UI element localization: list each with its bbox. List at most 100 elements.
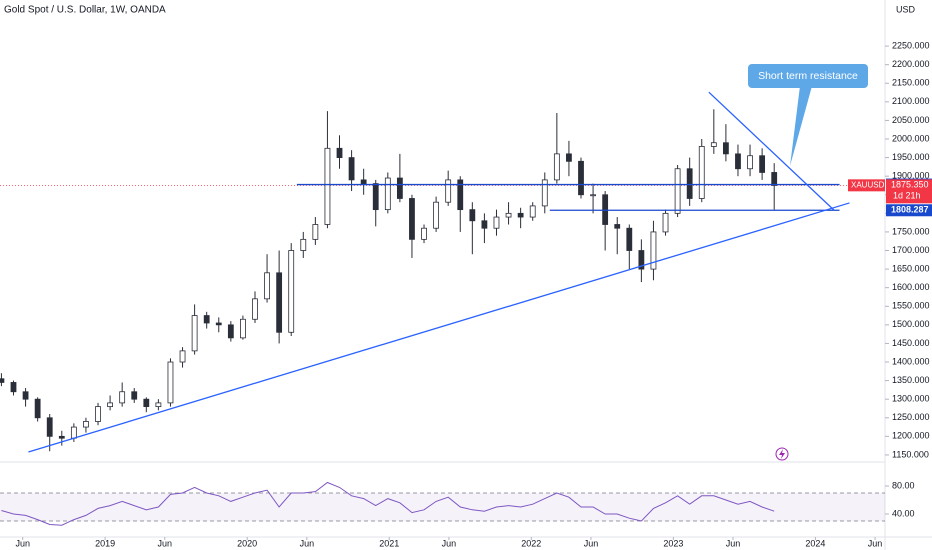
x-tick-label: 2021	[379, 538, 399, 548]
x-tick-label: Jun	[442, 538, 457, 548]
candle-body	[710, 142, 717, 147]
candle-body	[58, 435, 65, 439]
candle-body	[771, 172, 778, 186]
candle-body	[469, 209, 476, 222]
y-tick-label: 1700.000	[892, 245, 930, 255]
alert-icon-bolt[interactable]	[779, 449, 785, 459]
x-tick-label: 2019	[95, 538, 115, 548]
last-price-label: 1875.350	[891, 180, 929, 190]
candle-body	[119, 391, 126, 404]
candle-body	[179, 350, 186, 363]
y-tick-label: 2000.000	[892, 133, 930, 143]
y-tick-label: 1400.000	[892, 356, 930, 366]
x-tick-label: Jun	[15, 538, 30, 548]
candle-body	[70, 426, 77, 439]
candle-body	[566, 153, 572, 162]
candle-body	[722, 142, 729, 155]
candle-body	[747, 155, 753, 170]
y-tick-label: 1300.000	[892, 394, 930, 404]
y-tick-label: 1550.000	[892, 301, 930, 311]
y-tick-label: 1750.000	[892, 226, 930, 236]
candle-body	[529, 205, 536, 218]
callout-box	[748, 64, 868, 88]
level-label: 1808.287	[891, 205, 929, 215]
candle-body	[445, 179, 452, 203]
y-tick-label: 1250.000	[892, 412, 930, 422]
candle-body	[240, 318, 246, 339]
candle-body	[167, 361, 174, 404]
y-tick-label: 2050.000	[892, 115, 930, 125]
candle-body	[312, 224, 319, 240]
candle-body	[698, 146, 705, 199]
candle-body	[131, 391, 138, 400]
x-tick-label: 2022	[521, 538, 541, 548]
candle-body	[288, 250, 295, 333]
symbol-label: XAUUSD	[851, 180, 885, 189]
candle-body	[396, 177, 403, 199]
candle-body	[626, 227, 633, 251]
rsi-band-fill	[0, 493, 885, 521]
rsi-tick-label: 40.00	[892, 508, 915, 518]
x-tick-label: Jun	[726, 538, 741, 548]
trend-line	[28, 202, 850, 453]
candle-body	[686, 168, 693, 199]
candle-body	[590, 194, 596, 197]
candle-body	[324, 147, 331, 225]
x-tick-label: 2024	[805, 538, 825, 548]
candle-body	[541, 179, 548, 207]
candle-body	[421, 227, 427, 240]
candle-body	[0, 378, 5, 383]
x-tick-label: Jun	[300, 538, 315, 548]
y-tick-label: 1650.000	[892, 263, 930, 273]
y-tick-label: 1950.000	[892, 152, 930, 162]
x-tick-label: Jun	[868, 538, 883, 548]
candle-body	[252, 298, 258, 320]
countdown-label: 1d 21h	[893, 191, 921, 201]
alert-icon[interactable]	[775, 447, 789, 461]
candle-body	[578, 160, 584, 196]
y-tick-label: 1200.000	[892, 431, 930, 441]
candle-body	[264, 272, 270, 300]
candle-body	[95, 406, 101, 422]
chart-title: Gold Spot / U.S. Dollar, 1W, OANDA	[4, 5, 166, 16]
candle-body	[493, 216, 500, 229]
callout-pointer	[790, 86, 812, 166]
rsi-line	[1, 481, 775, 526]
candle-body	[481, 220, 488, 229]
candle-body	[553, 153, 560, 181]
candle-body	[83, 421, 89, 428]
candle-body	[457, 179, 464, 211]
callout-text: Short term resistance	[758, 70, 858, 82]
candle-body	[336, 147, 343, 158]
y-tick-label: 1350.000	[892, 375, 930, 385]
candle-body	[10, 382, 17, 393]
candle-body	[662, 212, 669, 233]
candle-body	[759, 155, 766, 173]
x-tick-label: Jun	[584, 538, 599, 548]
y-tick-label: 1600.000	[892, 282, 930, 292]
candle-body	[34, 398, 41, 419]
trend-line	[708, 91, 835, 211]
candle-body	[348, 157, 355, 181]
y-tick-label: 1500.000	[892, 319, 930, 329]
candle-body	[155, 402, 162, 408]
candle-body	[674, 168, 681, 214]
candle-body	[650, 231, 657, 270]
x-tick-label: 2020	[237, 538, 257, 548]
y-tick-label: 2150.000	[892, 78, 930, 88]
y-axis-label: USD	[896, 4, 916, 14]
x-tick-label: 2023	[663, 538, 683, 548]
candle-body	[505, 212, 512, 218]
last-price-box	[886, 179, 932, 204]
x-tick-label: Jun	[158, 538, 173, 548]
candle-body	[276, 272, 283, 333]
candle-body	[372, 183, 379, 211]
candle-body	[614, 224, 621, 229]
candle-body	[107, 402, 113, 408]
candle-body	[300, 238, 307, 251]
candle-body	[203, 315, 210, 324]
candle-body	[433, 201, 440, 229]
y-tick-label: 2250.000	[892, 40, 930, 50]
y-tick-label: 1450.000	[892, 338, 930, 348]
